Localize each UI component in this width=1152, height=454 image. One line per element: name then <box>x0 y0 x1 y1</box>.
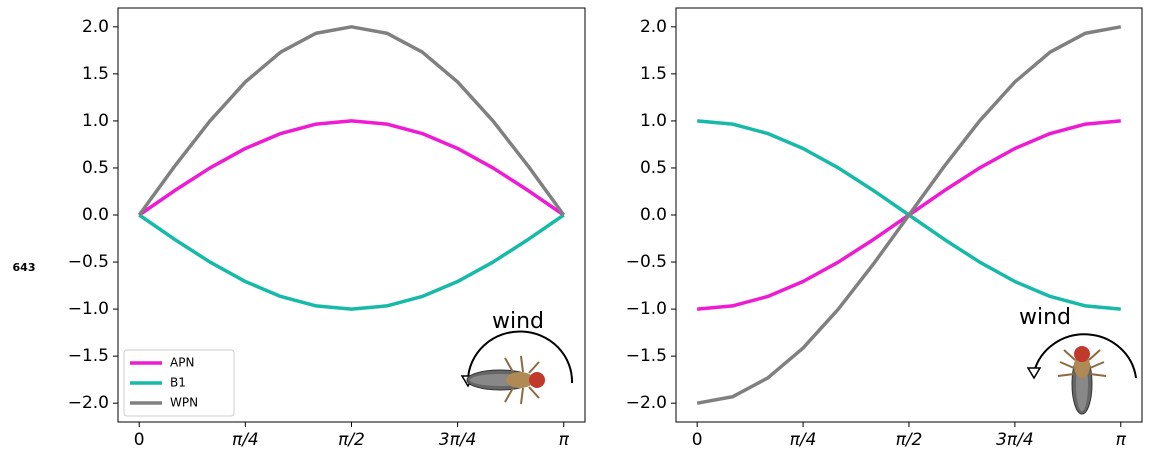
legend-box <box>123 349 235 417</box>
y-tick-label: 1.0 <box>82 111 109 131</box>
y-tick-label: −2.0 <box>68 393 109 413</box>
y-tick-label: 1.0 <box>640 111 667 131</box>
x-tick-label: π/4 <box>232 430 259 450</box>
legend: APN B1 WPN <box>123 349 235 417</box>
y-tick-label: −0.5 <box>626 252 667 272</box>
axes-frame <box>117 7 586 423</box>
series-line <box>138 213 565 311</box>
y-tick-label: 2.0 <box>82 17 109 37</box>
x-tick-label: 3π/4 <box>439 430 477 450</box>
x-tick-label: π/2 <box>896 430 923 450</box>
y-tick-label: −2.0 <box>626 393 667 413</box>
legend-label: WPN <box>170 396 198 410</box>
annotation: wind <box>492 309 544 334</box>
annotation: wind <box>1019 305 1071 330</box>
y-tick-label: 0.0 <box>82 205 109 225</box>
x-tick-label: π/2 <box>338 430 365 450</box>
y-tick-label: 2.0 <box>640 17 667 37</box>
y-tick-label: 1.5 <box>640 64 667 84</box>
y-tick-label: 0.0 <box>640 205 667 225</box>
y-tick-label: −1.0 <box>68 299 109 319</box>
y-tick-label: −1.5 <box>68 346 109 366</box>
x-tick-label: 3π/4 <box>996 430 1034 450</box>
series-line <box>137 25 566 217</box>
wind-icon <box>460 330 574 405</box>
series-line <box>138 119 565 217</box>
y-tick-label: 1.5 <box>82 64 109 84</box>
wind-icon <box>1026 333 1137 415</box>
y-tick-label: −0.5 <box>68 252 109 272</box>
axes-frame <box>675 7 1143 423</box>
x-tick-label: π/4 <box>790 430 817 450</box>
legend-label: B1 <box>170 376 186 390</box>
y-tick-label: 0.5 <box>82 158 109 178</box>
x-tick-label: π <box>1116 430 1127 450</box>
x-tick-label: 0 <box>134 430 145 450</box>
y-tick-label: −1.5 <box>626 346 667 366</box>
y-tick-label: −1.0 <box>626 299 667 319</box>
x-tick-label: π <box>559 430 570 450</box>
legend-label: APN <box>170 356 194 370</box>
series-line <box>696 25 1122 405</box>
y-tick-label: 0.5 <box>640 158 667 178</box>
margin-label: 643 <box>13 261 36 274</box>
x-tick-label: 0 <box>692 430 703 450</box>
